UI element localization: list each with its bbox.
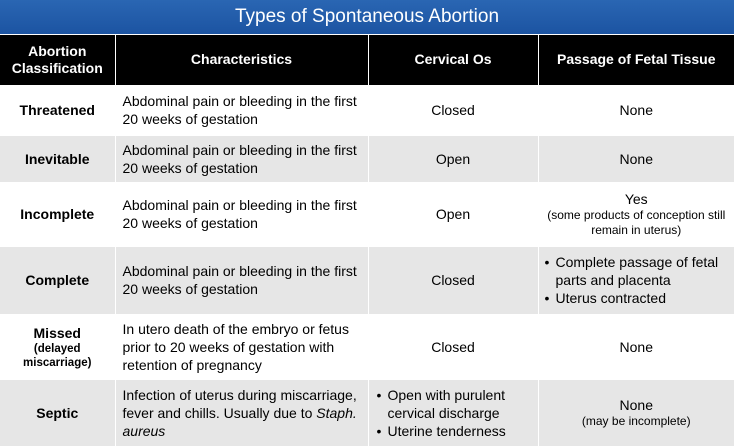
passage-note: (may be incomplete) [581,414,691,429]
bullet-item: Open with purulent cervical discharge [375,386,538,422]
cell-classification: Complete [0,245,116,314]
cervical-os-bullet-list: Open with purulent cervical discharge Ut… [375,386,538,440]
header-row: Abortion Classification Characteristics … [0,35,734,85]
header-classification: Abortion Classification [0,35,116,85]
cell-classification: Threatened [0,84,116,135]
cell-classification: Septic [0,378,116,446]
cell-passage: Yes (some products of conception still r… [538,181,734,246]
bullet-item: Uterus contracted [543,289,734,307]
cell-passage: None [538,84,734,135]
table-row: Incomplete Abdominal pain or bleeding in… [0,181,734,246]
cell-classification: Incomplete [0,181,116,246]
header-passage: Passage of Fetal Tissue [538,35,734,85]
cell-cervical-os: Open [368,134,539,182]
table-row: Threatened Abdominal pain or bleeding in… [0,84,734,135]
classification-note: (delayed miscarriage) [23,342,92,369]
cell-characteristics: Abdominal pain or bleeding in the first … [115,245,369,314]
cell-classification: Inevitable [0,134,116,182]
cell-cervical-os: Closed [368,84,539,135]
passage-bullet-list: Complete passage of fetal parts and plac… [543,253,734,307]
bullet-item: Complete passage of fetal parts and plac… [543,253,734,289]
classification-value: Missed [33,324,81,341]
header-cervical-os: Cervical Os [368,35,539,85]
table-row: Missed (delayed miscarriage) In utero de… [0,313,734,379]
cell-characteristics: Abdominal pain or bleeding in the first … [115,134,369,182]
cell-characteristics: Abdominal pain or bleeding in the first … [115,84,369,135]
cell-characteristics: Abdominal pain or bleeding in the first … [115,181,369,246]
table-row: Complete Abdominal pain or bleeding in t… [0,245,734,314]
cell-passage: None [538,134,734,182]
cell-passage: Complete passage of fetal parts and plac… [538,245,734,314]
table-row: Inevitable Abdominal pain or bleeding in… [0,134,734,182]
cell-characteristics: Infection of uterus during miscarriage, … [115,378,369,446]
passage-note: (some products of conception still remai… [547,208,726,237]
header-characteristics: Characteristics [115,35,369,85]
table-title: Types of Spontaneous Abortion [0,0,734,35]
organism-name: Staph. aureus [122,404,357,439]
passage-value: None [619,397,653,414]
cell-classification: Missed (delayed miscarriage) [0,313,116,379]
abortion-types-table: Abortion Classification Characteristics … [0,35,734,446]
cell-cervical-os: Open [368,181,539,246]
cell-cervical-os: Closed [368,245,539,314]
passage-value: Yes [624,191,648,207]
cell-cervical-os: Open with purulent cervical discharge Ut… [368,378,539,446]
cell-cervical-os: Closed [368,313,539,379]
bullet-item: Uterine tenderness [375,422,538,440]
characteristics-text: Infection of uterus during miscarriage, … [122,386,357,421]
cell-passage: None [538,313,734,379]
cell-characteristics: In utero death of the embryo or fetus pr… [115,313,369,379]
cell-passage: None (may be incomplete) [538,378,734,446]
table-row: Septic Infection of uterus during miscar… [0,378,734,446]
